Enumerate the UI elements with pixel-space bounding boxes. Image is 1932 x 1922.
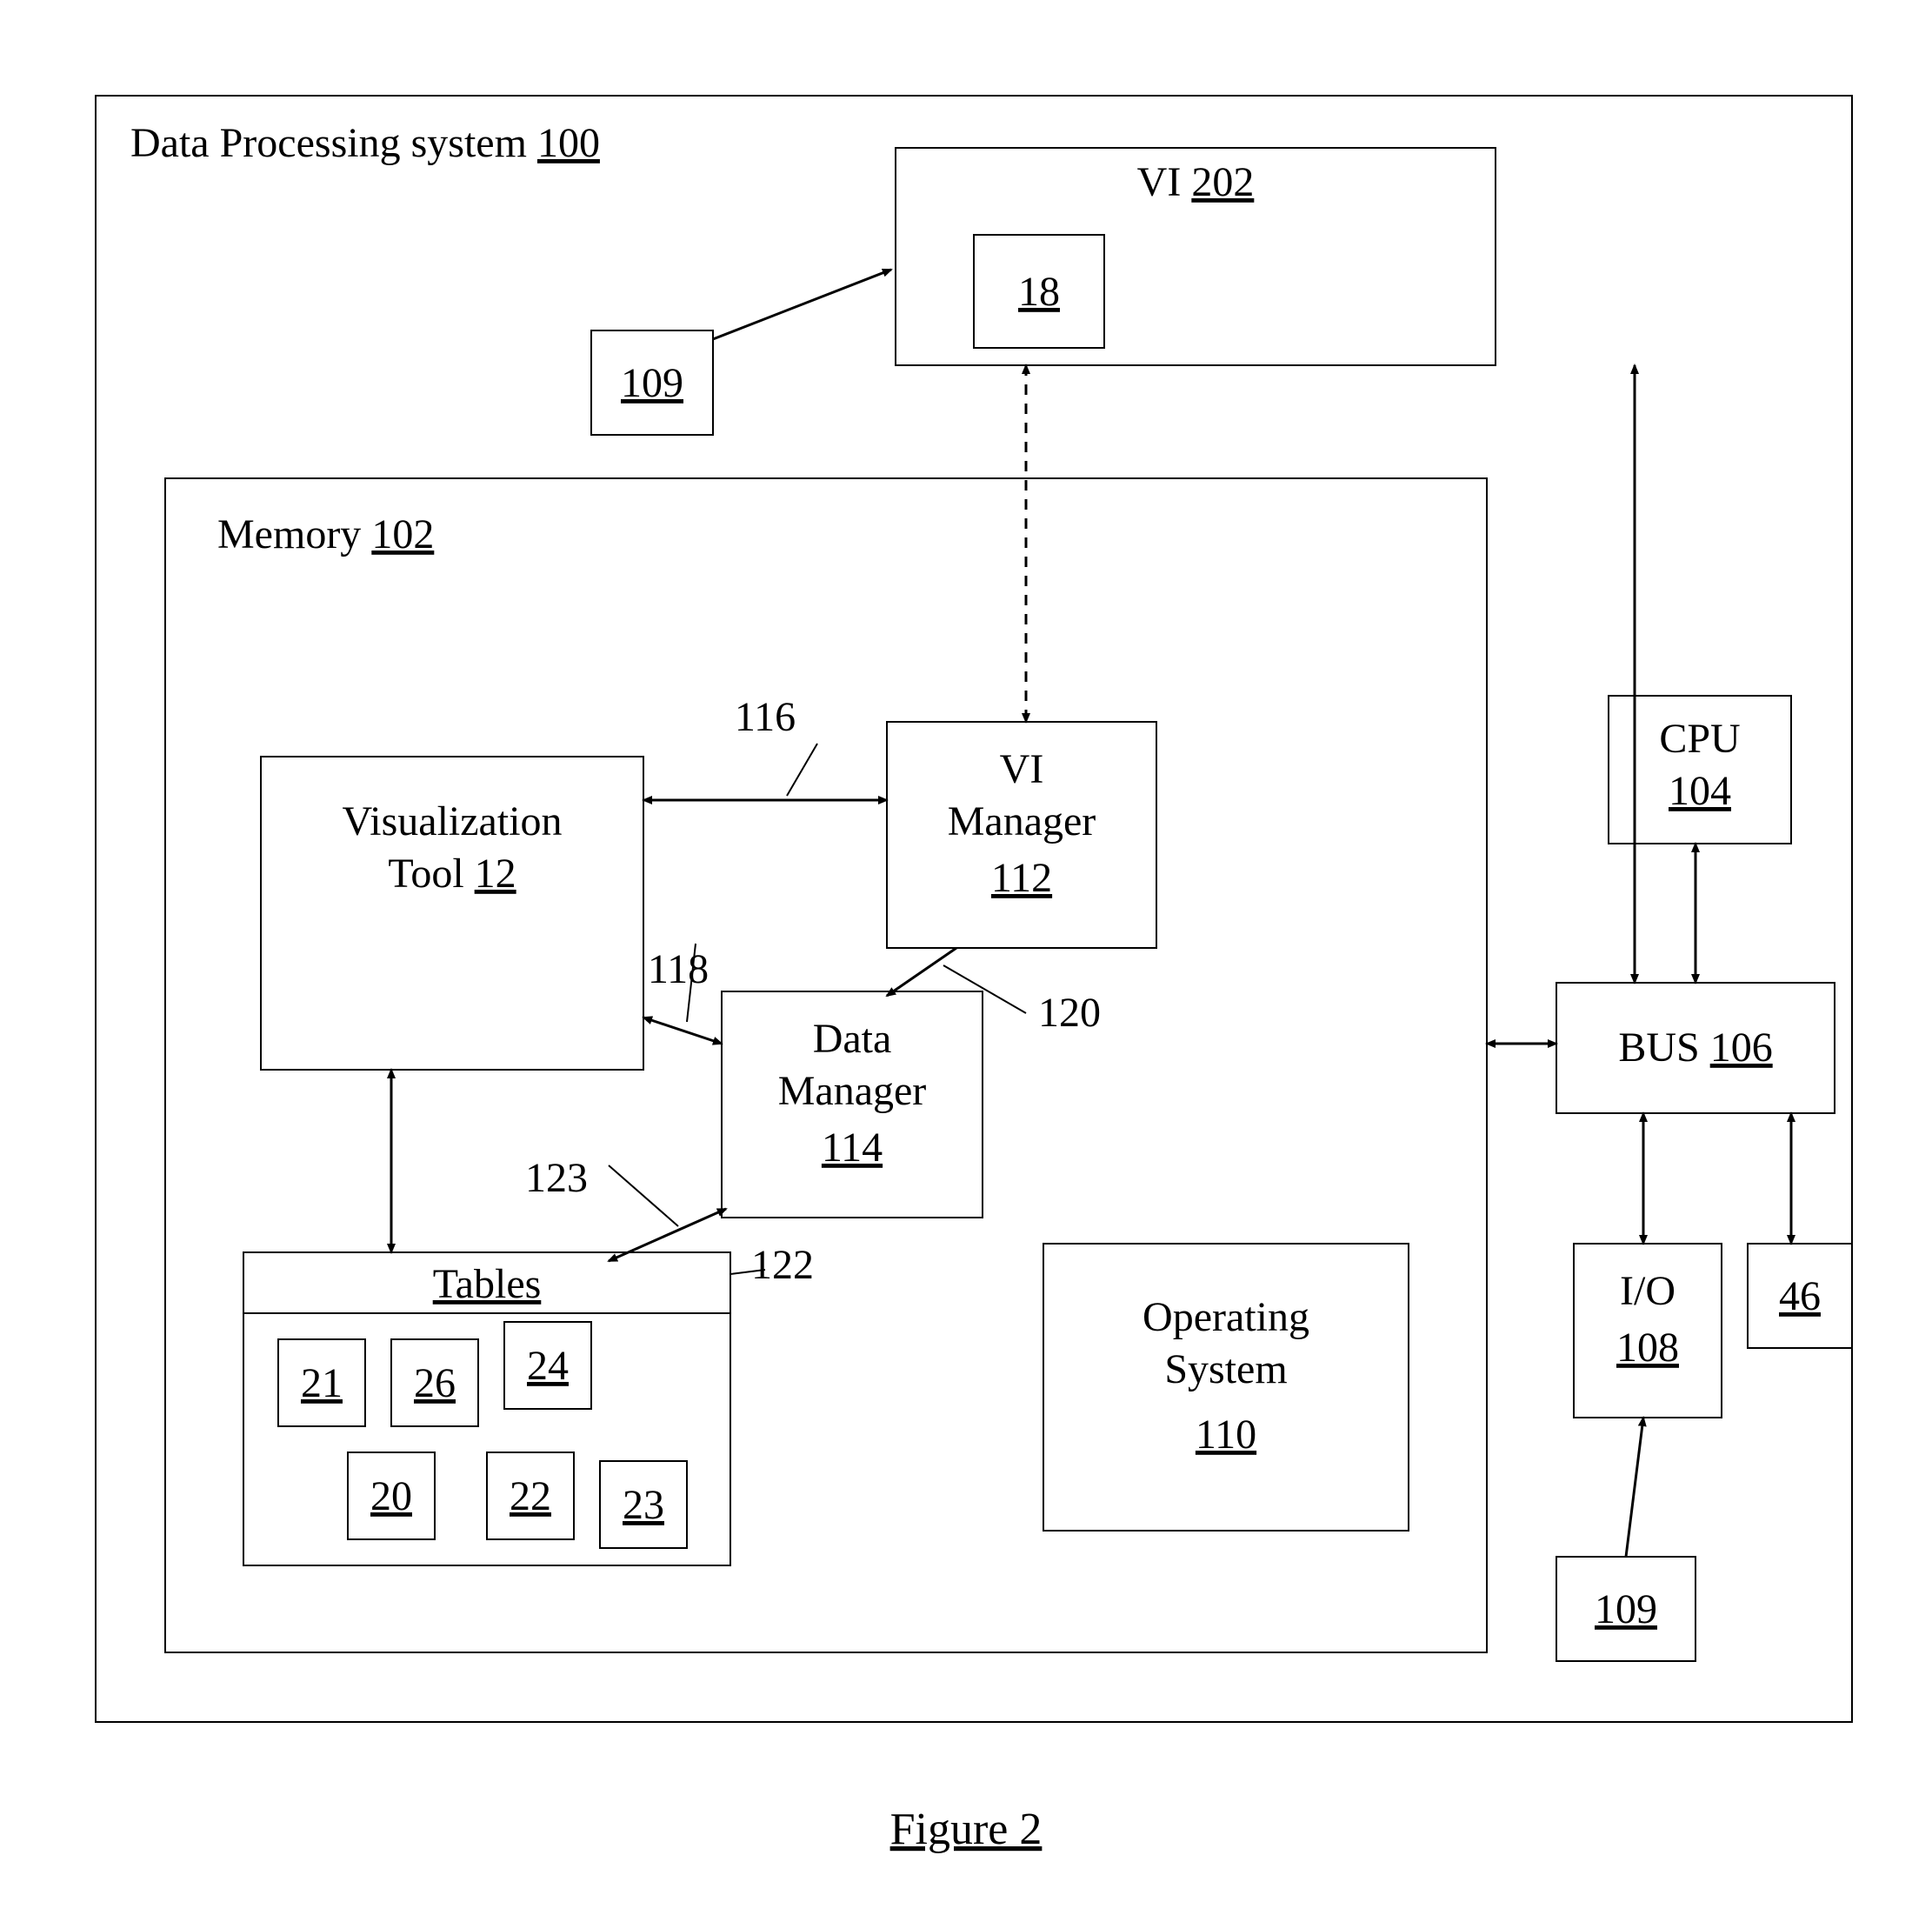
bus-title: BUS 106 — [1618, 1024, 1772, 1071]
viz-title-2: Tool 12 — [388, 851, 516, 897]
figure-caption: Figure 2 — [890, 1805, 1043, 1854]
os-ref: 110 — [1196, 1411, 1256, 1458]
table-ref-23: 23 — [623, 1482, 664, 1528]
ref-46: 46 — [1779, 1273, 1821, 1319]
callout-122: 122 — [751, 1242, 814, 1288]
ref-109-top: 109 — [621, 360, 683, 406]
datamgr-l1: Data — [813, 1016, 892, 1062]
os-l2: System — [1164, 1346, 1287, 1392]
callout-116: 116 — [735, 694, 796, 740]
callout-120: 120 — [1038, 990, 1101, 1036]
table-ref-21: 21 — [301, 1360, 343, 1406]
vi-inner-ref: 18 — [1018, 269, 1060, 315]
ref-109-bottom: 109 — [1595, 1586, 1657, 1632]
vimgr-l1: VI — [1000, 746, 1044, 792]
table-ref-24: 24 — [527, 1343, 569, 1389]
tables-title: Tables — [433, 1261, 542, 1307]
table-ref-26: 26 — [414, 1360, 456, 1406]
viz-title-1: Visualization — [342, 798, 562, 844]
vi-title: VI 202 — [1137, 159, 1255, 205]
datamgr-l2: Manager — [778, 1068, 927, 1114]
table-ref-20: 20 — [370, 1473, 412, 1519]
vimgr-ref: 112 — [991, 855, 1052, 901]
os-l1: Operating — [1143, 1294, 1309, 1340]
callout-123: 123 — [525, 1155, 588, 1201]
memory-title: Memory 102 — [217, 511, 434, 557]
system-title: Data Processing system 100 — [130, 120, 600, 166]
cpu-ref: 104 — [1669, 768, 1731, 814]
callout-118: 118 — [648, 946, 709, 992]
table-ref-22: 22 — [510, 1473, 551, 1519]
vimgr-l2: Manager — [948, 798, 1096, 844]
cpu-title: CPU — [1659, 716, 1740, 762]
io-title: I/O — [1620, 1268, 1676, 1314]
io-ref: 108 — [1616, 1325, 1679, 1371]
datamgr-ref: 114 — [822, 1125, 883, 1171]
